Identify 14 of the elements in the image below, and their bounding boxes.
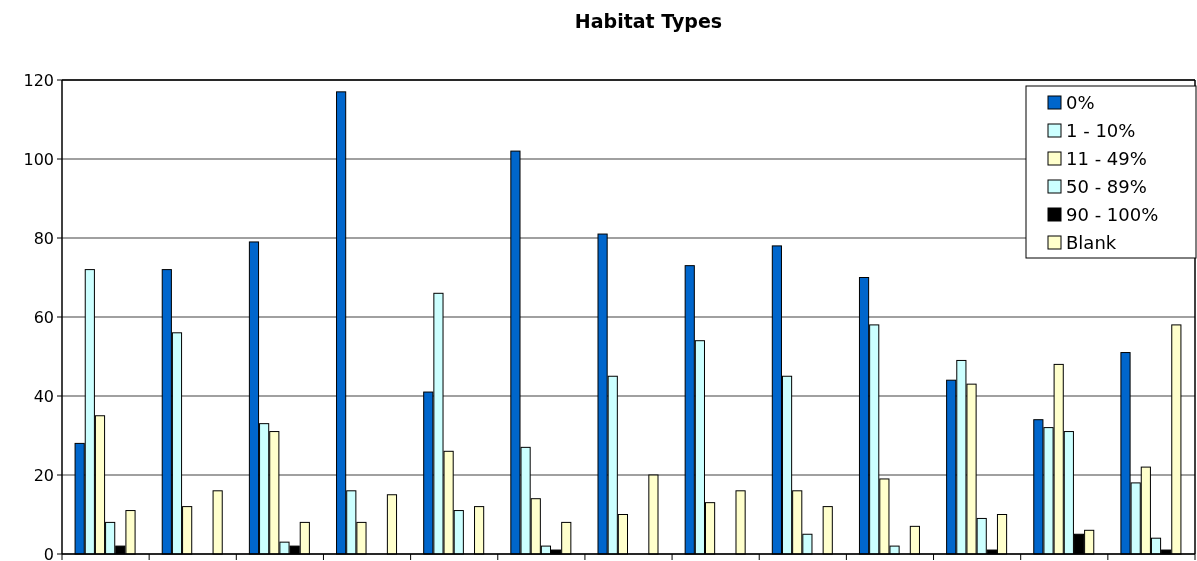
y-tick-label: 20 bbox=[33, 465, 54, 485]
legend-label: 11 - 49% bbox=[1066, 148, 1147, 170]
legend-label: 0% bbox=[1066, 92, 1095, 114]
y-tick-label: 80 bbox=[33, 228, 54, 248]
legend-label: 1 - 10% bbox=[1066, 120, 1136, 142]
y-tick-label: 100 bbox=[23, 149, 54, 169]
y-tick-label: 120 bbox=[23, 70, 54, 90]
y-tick-label: 60 bbox=[33, 307, 54, 327]
y-tick-label: 0 bbox=[43, 544, 54, 561]
legend-label: 50 - 89% bbox=[1066, 176, 1147, 198]
legend-label: 90 - 100% bbox=[1066, 204, 1159, 226]
chart-title: Habitat Types bbox=[574, 10, 723, 32]
legend-label: Blank bbox=[1066, 232, 1117, 254]
y-tick-label: 40 bbox=[33, 386, 54, 406]
